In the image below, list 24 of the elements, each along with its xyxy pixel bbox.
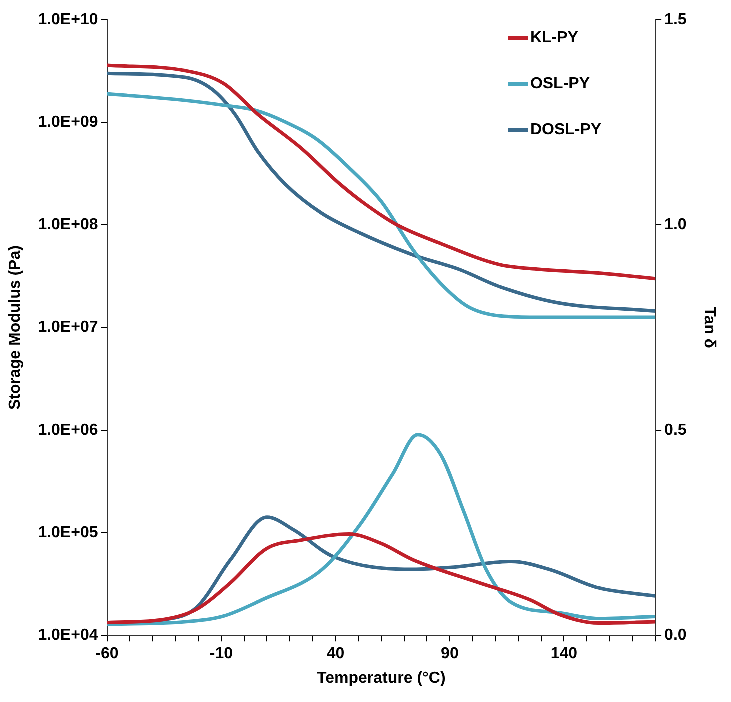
y-tick-label: 1.0E+05 <box>38 524 98 542</box>
y-tick-label: 1.0E+07 <box>38 319 98 336</box>
x-tick-label: 90 <box>441 646 459 663</box>
y-axis-title: Storage Modulus (Pa) <box>7 246 24 410</box>
x-tick-label: -10 <box>210 646 234 663</box>
y-tick-label: 1.0E+06 <box>38 422 98 439</box>
x-tick-label: 40 <box>326 646 345 663</box>
y-tick-label: 1.0E+10 <box>38 11 98 28</box>
x-tick-label: 140 <box>550 646 578 663</box>
x-tick-label: -60 <box>96 646 119 663</box>
legend-label: KL-PY <box>530 29 579 46</box>
y2-tick-label: 0.5 <box>664 422 687 439</box>
y2-tick-label: 0.0 <box>664 627 687 644</box>
legend-label: DOSL-PY <box>530 121 602 138</box>
y-tick-label: 1.0E+08 <box>38 216 98 234</box>
line-series <box>107 64 656 281</box>
y2-tick-label: 1.5 <box>664 11 687 28</box>
y2-tick-label: 1.0 <box>664 216 687 234</box>
x-axis-title: Temperature (°C) <box>317 670 446 687</box>
legend-label: OSL-PY <box>530 75 590 92</box>
y2-axis-title: Tan δ <box>700 307 718 349</box>
y-tick-label: 1.0E+04 <box>38 627 98 644</box>
y-tick-label: 1.0E+09 <box>38 114 98 132</box>
line-series <box>107 433 656 626</box>
